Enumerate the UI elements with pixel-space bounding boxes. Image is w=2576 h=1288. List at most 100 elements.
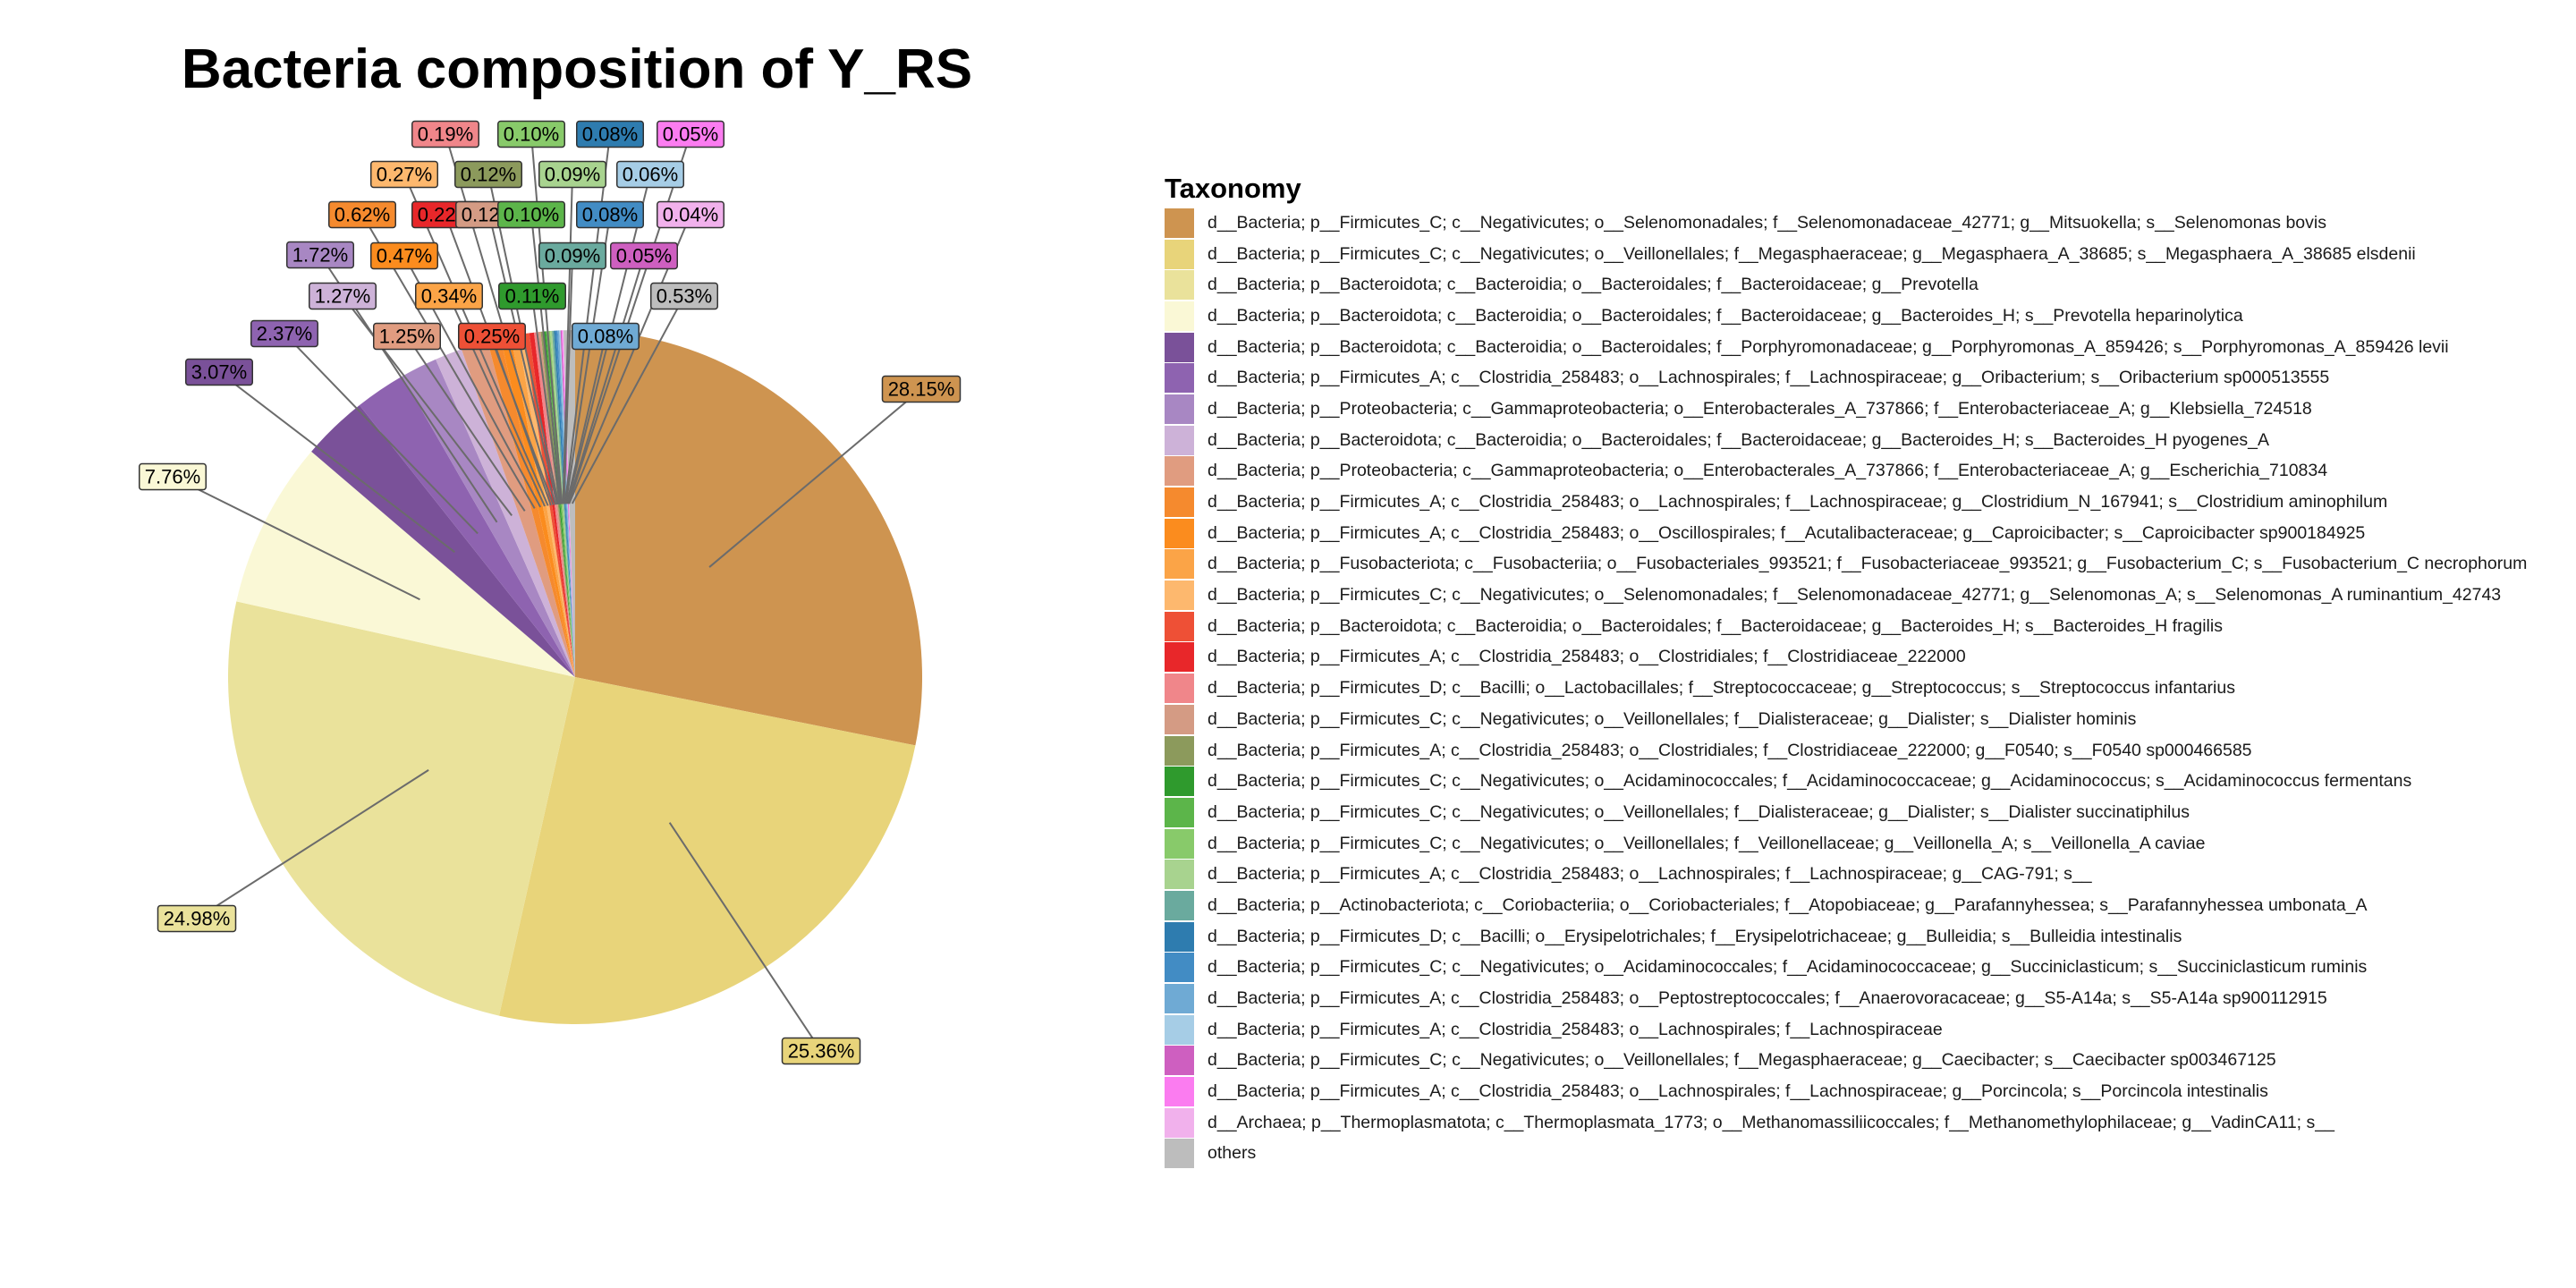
slice-label-box: [250, 319, 318, 348]
pie-slice: [534, 332, 575, 677]
legend-label: d__Bacteria; p__Firmicutes_A; c__Clostri…: [1208, 740, 2252, 760]
leader-line: [342, 295, 513, 516]
slice-label-box: [610, 242, 678, 270]
legend-item: d__Bacteria; p__Firmicutes_D; c__Bacilli…: [1165, 921, 2527, 953]
legend-label: others: [1208, 1143, 1257, 1164]
slice-label: 0.05%: [657, 120, 724, 148]
slice-label-box: [458, 322, 526, 351]
slice-label-text: 0.08%: [578, 326, 633, 348]
legend-item: d__Bacteria; p__Firmicutes_A; c__Clostri…: [1165, 487, 2527, 518]
legend-label: d__Archaea; p__Thermoplasmatota; c__Ther…: [1208, 1112, 2334, 1132]
slice-label: 0.09%: [538, 242, 606, 270]
slice-label-box: [657, 200, 724, 229]
pie-slice: [461, 341, 575, 677]
slice-label-text: 28.15%: [888, 378, 955, 401]
legend-item: d__Bacteria; p__Firmicutes_A; c__Clostri…: [1165, 518, 2527, 549]
slice-label: 0.25%: [458, 322, 526, 351]
legend-label: d__Bacteria; p__Bacteroidota; c__Bactero…: [1208, 429, 2270, 450]
legend-item: d__Bacteria; p__Bacteroidota; c__Bactero…: [1165, 301, 2527, 332]
legend-title: Taxonomy: [1165, 173, 1301, 204]
slice-label-box: [576, 200, 644, 229]
legend-item: d__Bacteria; p__Firmicutes_C; c__Negativ…: [1165, 208, 2527, 239]
legend-label: d__Bacteria; p__Firmicutes_A; c__Clostri…: [1208, 522, 2366, 543]
pie-slice: [236, 451, 575, 677]
slice-label: 0.10%: [497, 200, 565, 229]
legend-item: d__Bacteria; p__Bacteroidota; c__Bactero…: [1165, 425, 2527, 456]
legend-label: d__Bacteria; p__Bacteroidota; c__Bactero…: [1208, 305, 2243, 326]
pie-slice: [498, 677, 916, 1024]
slice-label-box: [157, 904, 237, 933]
slice-label-box: [497, 120, 565, 148]
pie-slice: [575, 330, 922, 746]
legend-item: d__Bacteria; p__Firmicutes_C; c__Negativ…: [1165, 580, 2527, 611]
slice-label: 0.19%: [411, 120, 479, 148]
slice-label-box: [411, 120, 479, 148]
legend-label: d__Bacteria; p__Firmicutes_C; c__Negativ…: [1208, 771, 2412, 792]
slice-label-box: [497, 200, 565, 229]
slice-label-box: [572, 322, 640, 351]
legend-item: d__Bacteria; p__Firmicutes_A; c__Clostri…: [1165, 642, 2527, 674]
legend-swatch: [1165, 767, 1194, 797]
legend-swatch: [1165, 735, 1194, 766]
legend-swatch: [1165, 984, 1194, 1014]
leader-line: [562, 174, 573, 504]
legend-swatch: [1165, 1046, 1194, 1076]
legend-label: d__Bacteria; p__Bacteroidota; c__Bactero…: [1208, 615, 2223, 636]
slice-label-text: 0.62%: [335, 204, 390, 226]
slice-label: 0.47%: [370, 242, 438, 270]
legend-item: d__Bacteria; p__Firmicutes_A; c__Clostri…: [1165, 983, 2527, 1014]
legend-swatch: [1165, 456, 1194, 487]
chart-title: Bacteria composition of Y_RS: [181, 38, 973, 100]
slice-label: 25.36%: [781, 1037, 861, 1065]
legend-label: d__Bacteria; p__Proteobacteria; c__Gamma…: [1208, 398, 2312, 419]
leader-line: [218, 371, 455, 554]
slice-label: 1.27%: [309, 282, 377, 310]
legend-swatch: [1165, 953, 1194, 983]
slice-label-text: 0.05%: [616, 245, 672, 267]
leader-line: [530, 214, 563, 504]
leader-line: [531, 295, 561, 504]
legend-swatch: [1165, 1014, 1194, 1045]
pie-slice: [228, 601, 575, 1016]
legend-item: d__Bacteria; p__Proteobacteria; c__Gamma…: [1165, 456, 2527, 487]
leader-line: [406, 335, 526, 512]
slice-label-text: 7.76%: [145, 466, 200, 488]
legend-item: others: [1165, 1139, 2527, 1170]
legend-item: d__Bacteria; p__Firmicutes_A; c__Clostri…: [1165, 1014, 2527, 1046]
slice-label-text: 3.07%: [191, 361, 247, 384]
legend-label: d__Bacteria; p__Bacteroidota; c__Bactero…: [1208, 275, 1979, 295]
legend-label: d__Bacteria; p__Firmicutes_C; c__Negativ…: [1208, 243, 2416, 264]
slice-label-text: 2.37%: [257, 323, 312, 345]
slice-label: 1.72%: [286, 241, 354, 269]
slice-label-text: 0.34%: [421, 285, 477, 308]
legend-item: d__Bacteria; p__Firmicutes_A; c__Clostri…: [1165, 362, 2527, 394]
slice-label-text: 0.10%: [504, 123, 559, 146]
legend-item: d__Bacteria; p__Firmicutes_A; c__Clostri…: [1165, 1076, 2527, 1107]
legend-swatch: [1165, 363, 1194, 394]
legend-item: d__Bacteria; p__Firmicutes_C; c__Negativ…: [1165, 953, 2527, 984]
pie-slices: [228, 330, 922, 1024]
slice-label-box: [185, 358, 253, 386]
legend-label: d__Bacteria; p__Firmicutes_A; c__Clostri…: [1208, 647, 1966, 667]
pie-slice: [518, 334, 575, 677]
slice-label-text: 0.19%: [418, 123, 473, 146]
slice-label: 0.11%: [498, 282, 566, 310]
legend-item: d__Bacteria; p__Firmicutes_C; c__Negativ…: [1165, 797, 2527, 828]
legend-swatch: [1165, 611, 1194, 641]
slice-label: 7.76%: [139, 462, 207, 491]
legend-swatch: [1165, 549, 1194, 580]
slice-label: 0.04%: [657, 200, 724, 229]
slice-label: 3.07%: [185, 358, 253, 386]
pie-slice: [311, 404, 575, 677]
legend-item: d__Bacteria; p__Firmicutes_A; c__Clostri…: [1165, 735, 2527, 767]
slice-label-text: 0.09%: [545, 164, 600, 186]
slice-label-text: 0.05%: [663, 123, 718, 146]
pie-slice: [359, 376, 575, 677]
legend-item: d__Bacteria; p__Firmicutes_C; c__Negativ…: [1165, 828, 2527, 860]
legend-swatch: [1165, 208, 1194, 238]
legend-label: d__Bacteria; p__Firmicutes_D; c__Bacilli…: [1208, 678, 2235, 699]
legend-item: d__Bacteria; p__Proteobacteria; c__Gamma…: [1165, 394, 2527, 425]
legend-list: d__Bacteria; p__Firmicutes_C; c__Negativ…: [1165, 208, 2527, 1169]
leader-line: [563, 255, 573, 504]
legend-swatch: [1165, 1139, 1194, 1169]
